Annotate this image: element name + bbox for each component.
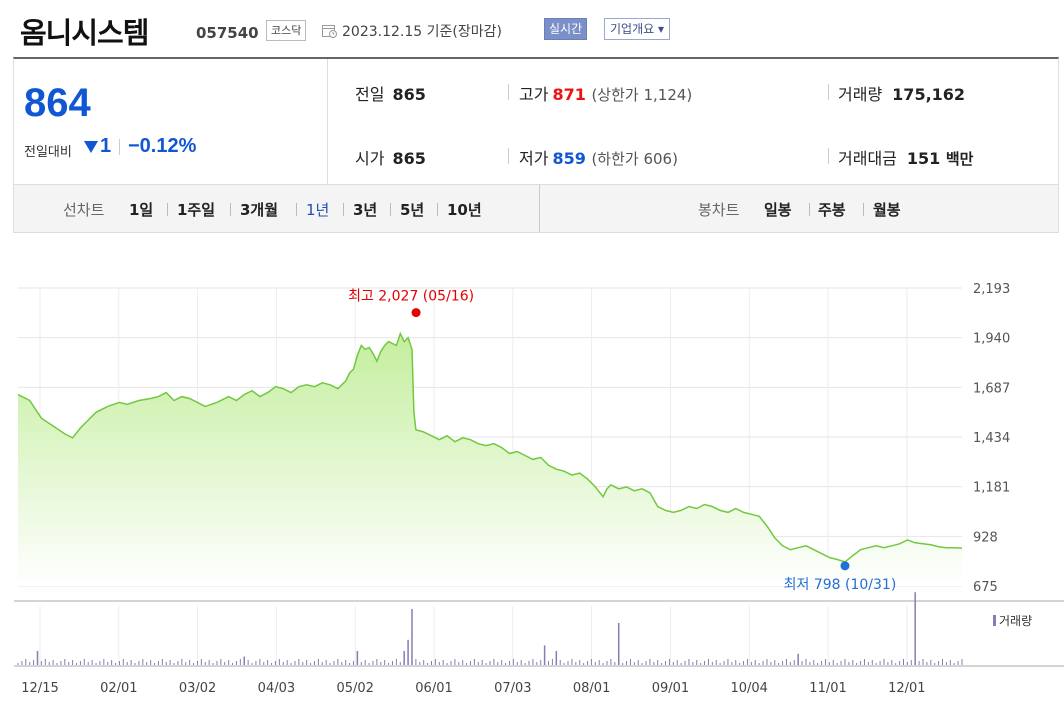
- divider: [119, 139, 120, 155]
- period-3m[interactable]: 3개월: [240, 201, 279, 219]
- divider: [539, 185, 540, 232]
- down-arrow-icon: [84, 141, 98, 153]
- y-tick-label: 675: [973, 580, 998, 595]
- y-tick-label: 1,181: [973, 481, 1010, 496]
- divider: [343, 203, 344, 216]
- y-tick-label: 1,940: [973, 332, 1010, 347]
- low-annotation: 최저 798 (10/31): [784, 577, 897, 593]
- divider: [863, 203, 864, 216]
- divider: [167, 203, 168, 216]
- low-label: 저가: [519, 149, 549, 168]
- divider: [508, 148, 509, 164]
- x-tick-label: 06/01: [415, 681, 452, 696]
- divider: [809, 203, 810, 216]
- upper-limit: (상한가 1,124): [591, 86, 693, 104]
- divider: [390, 203, 391, 216]
- x-tick-label: 08/01: [573, 681, 610, 696]
- x-tick-label: 10/04: [730, 681, 767, 696]
- open-label: 시가: [355, 149, 385, 168]
- divider: [508, 84, 509, 100]
- current-price-cell: 864 전일대비 1 −0.12%: [14, 59, 328, 185]
- candle-monthly[interactable]: 월봉: [873, 201, 901, 219]
- x-tick-label: 07/03: [494, 681, 531, 696]
- x-tick-label: 11/01: [809, 681, 846, 696]
- candle-chart-label: 봉차트: [698, 201, 740, 219]
- divider: [296, 203, 297, 216]
- divider: [828, 84, 829, 100]
- company-info-dropdown[interactable]: 기업개요 ▾: [604, 18, 670, 40]
- prev-close-label: 전일: [355, 85, 385, 104]
- x-axis-labels: 12/15 02/01 03/02 04/03 05/02 06/01 07/03 08/01…: [21, 681, 925, 696]
- y-tick-label: 1,434: [973, 431, 1010, 446]
- volume-label: 거래량: [838, 85, 883, 104]
- x-tick-label: 12/01: [888, 681, 925, 696]
- change-percent: −0.12%: [128, 135, 197, 157]
- prev-close-value: 865: [392, 85, 426, 104]
- trade-amount: 거래대금 151 백만: [838, 145, 973, 169]
- period-5y[interactable]: 5년: [400, 201, 425, 219]
- divider: [828, 148, 829, 164]
- open-price: 시가 865: [355, 145, 426, 169]
- price-line: [17, 331, 963, 563]
- volume-value: 175,162: [892, 85, 966, 104]
- amount-value: 151: [906, 149, 941, 168]
- change-value: 1: [100, 135, 112, 157]
- stock-code: 057540: [196, 24, 259, 42]
- candle-weekly[interactable]: 주봉: [818, 201, 846, 219]
- y-axis-labels: 2,193 1,940 1,687 1,434 1,181 928 675: [973, 282, 1010, 595]
- divider: [230, 203, 231, 216]
- stock-price-chart: 2,193 1,940 1,687 1,434 1,181 928 675 12/15 02/…: [14, 282, 1064, 696]
- period-1y[interactable]: 1년: [306, 201, 330, 219]
- high-marker: [411, 308, 421, 318]
- x-tick-label: 04/03: [258, 681, 295, 696]
- high-label: 고가: [519, 85, 549, 104]
- current-price: 864: [24, 81, 91, 125]
- low-marker: [840, 561, 850, 571]
- amount-label: 거래대금: [838, 149, 897, 168]
- market-badge: 코스닥: [266, 20, 307, 41]
- low-value: 859: [552, 149, 586, 168]
- line-chart-label: 선차트: [63, 201, 105, 219]
- base-date: 2023.12.15 기준(장마감): [342, 24, 502, 40]
- high-annotation: 최고 2,027 (05/16): [348, 289, 474, 305]
- volume: 거래량 175,162: [838, 81, 965, 105]
- high-price: 고가 871 (상한가 1,124): [519, 81, 692, 105]
- chart-period-bar: 선차트 1일 1주일 3개월 1년 3년 5년 10년 봉차트 일봉 주봉 월봉: [13, 185, 1059, 233]
- x-tick-label: 05/02: [336, 681, 373, 696]
- lower-limit: (하한가 606): [591, 150, 678, 168]
- y-tick-label: 928: [973, 530, 998, 545]
- high-value: 871: [552, 85, 586, 104]
- price-area: [18, 333, 962, 586]
- volume-legend-label: 거래량: [999, 614, 1032, 628]
- prev-close: 전일 865: [355, 81, 426, 105]
- divider: [437, 203, 438, 216]
- x-tick-label: 12/15: [21, 681, 58, 696]
- period-1d[interactable]: 1일: [129, 201, 154, 219]
- change-label: 전일대비: [24, 145, 72, 160]
- amount-unit: 백만: [945, 150, 974, 168]
- calendar-icon: [322, 25, 337, 38]
- period-3y[interactable]: 3년: [353, 201, 378, 219]
- x-tick-label: 03/02: [179, 681, 216, 696]
- realtime-button[interactable]: 실시간: [544, 18, 588, 40]
- x-tick-label: 02/01: [100, 681, 137, 696]
- y-tick-label: 2,193: [973, 282, 1010, 297]
- page-header: 옴니시스템 057540 코스닥 2023.12.15 기준(장마감) 실시간 …: [18, 6, 1058, 50]
- candle-daily[interactable]: 일봉: [764, 201, 792, 219]
- price-summary: 864 전일대비 1 −0.12% 전일 865 시가 865 고가 871 (상한가…: [13, 57, 1059, 185]
- volume-bars: [17, 592, 963, 665]
- company-name: 옴니시스템: [20, 16, 149, 50]
- volume-legend-swatch: [993, 615, 996, 626]
- y-tick-label: 1,687: [973, 381, 1010, 396]
- low-price: 저가 859 (하한가 606): [519, 145, 678, 169]
- x-tick-label: 09/01: [652, 681, 689, 696]
- period-10y[interactable]: 10년: [447, 201, 482, 219]
- open-value: 865: [392, 149, 426, 168]
- period-1w[interactable]: 1주일: [177, 201, 216, 219]
